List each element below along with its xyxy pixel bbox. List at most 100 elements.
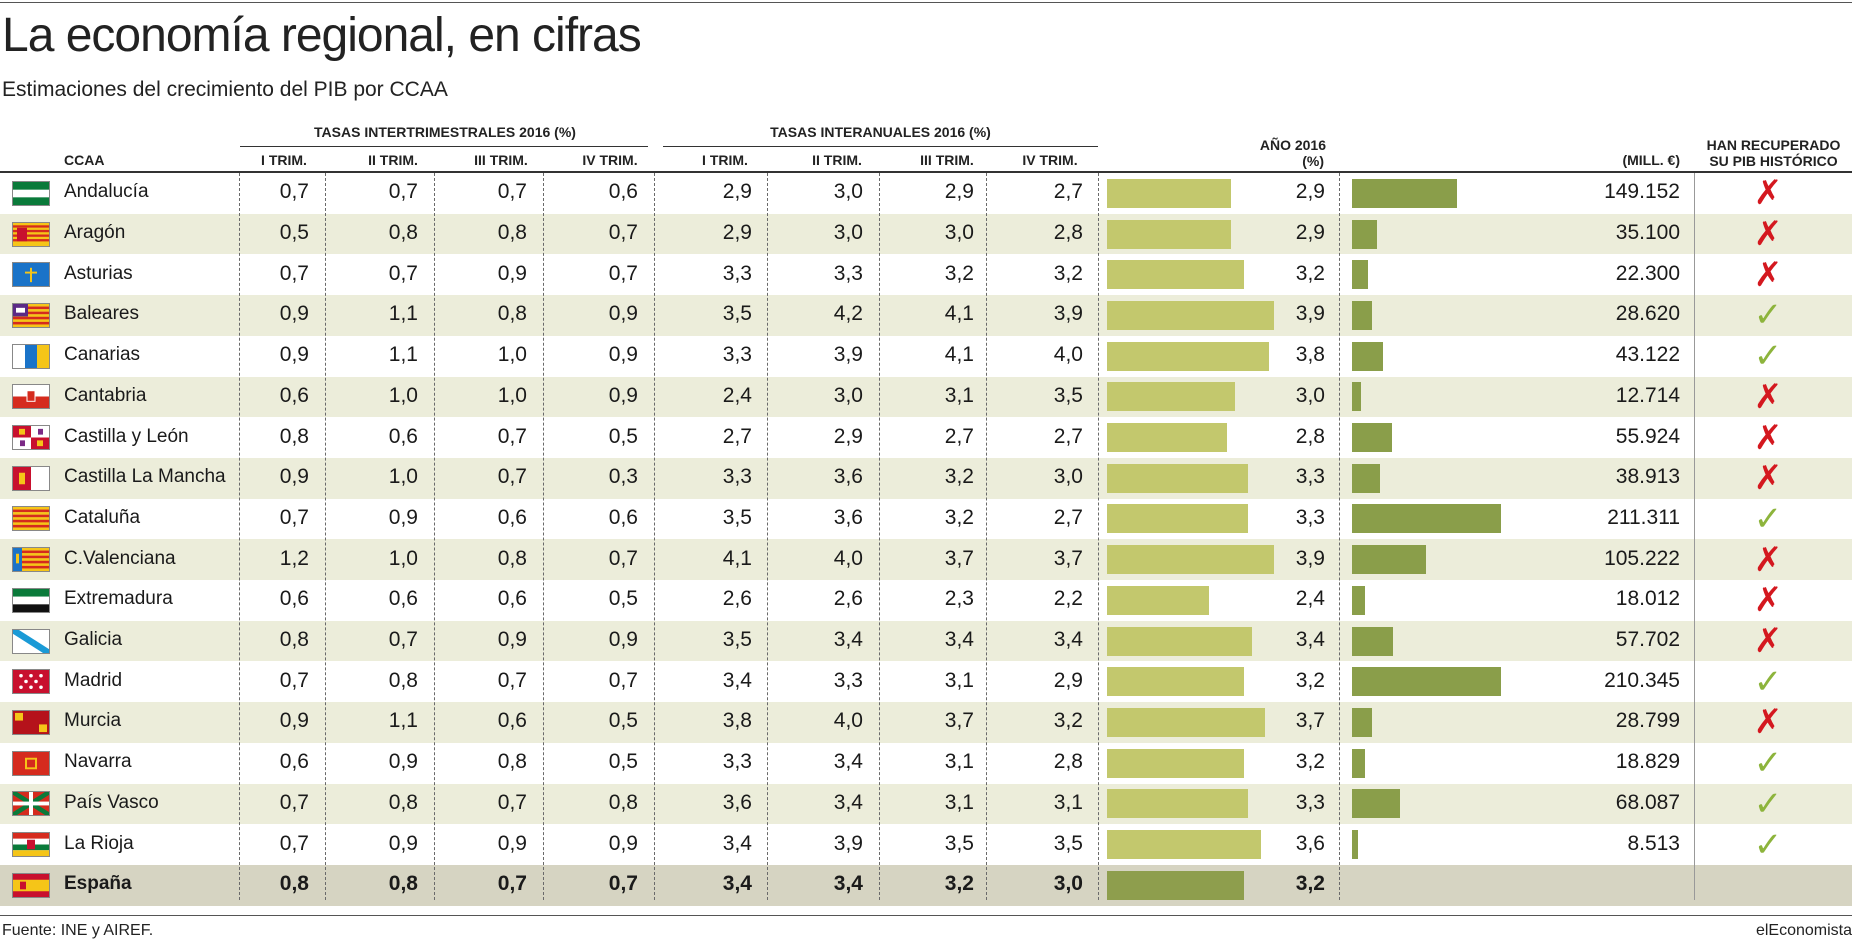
espana-flag-icon bbox=[12, 872, 50, 898]
interanual-q1-value: 2,9 bbox=[722, 180, 752, 204]
year-growth-value: 2,8 bbox=[1295, 424, 1325, 448]
column-divider bbox=[1694, 173, 1695, 900]
intertrimestral-q3-value: 0,7 bbox=[497, 424, 527, 448]
interanual-q4-value: 3,1 bbox=[1053, 790, 1083, 814]
interanual-q2-value: 3,9 bbox=[833, 831, 863, 855]
pib-value: 43.122 bbox=[1615, 343, 1680, 367]
column-header-recovered-l2: SU PIB HISTÓRICO bbox=[1709, 153, 1838, 169]
table-row-cataluna: Cataluña 0,7 0,9 0,6 0,6 3,5 3,6 3,2 2,7 3,3 211.3… bbox=[0, 499, 1852, 540]
column-header-interanual-q4: IV TRIM. bbox=[1022, 152, 1078, 168]
pib-bar bbox=[1352, 504, 1502, 534]
column-header-year-l2: (%) bbox=[1302, 153, 1324, 169]
year-growth-bar bbox=[1107, 382, 1235, 412]
column-divider bbox=[767, 173, 768, 900]
cross-icon: ✗ bbox=[1753, 459, 1783, 498]
check-icon: ✓ bbox=[1753, 296, 1783, 335]
interanual-q3-value: 3,2 bbox=[944, 261, 974, 285]
year-growth-value: 3,0 bbox=[1295, 383, 1325, 407]
region-name: España bbox=[64, 873, 132, 895]
year-growth-bar bbox=[1107, 178, 1231, 208]
table-row-espana: España 0,8 0,8 0,7 0,7 3,4 3,4 3,2 3,0 3,2 bbox=[0, 864, 1852, 906]
year-growth-bar bbox=[1107, 260, 1244, 290]
interanual-q4-value: 3,5 bbox=[1053, 383, 1083, 407]
intertrimestral-q1-value: 0,5 bbox=[279, 221, 309, 245]
column-header-interanual-q3: III TRIM. bbox=[920, 152, 974, 168]
year-growth-bar bbox=[1107, 707, 1265, 737]
intertrimestral-q4-value: 0,7 bbox=[608, 261, 638, 285]
region-name: Cataluña bbox=[64, 506, 141, 528]
cyl-flag-icon bbox=[12, 425, 50, 451]
intertrimestral-q4-value: 0,5 bbox=[608, 709, 638, 733]
cross-icon: ✗ bbox=[1753, 255, 1783, 294]
intertrimestral-q1-value: 0,7 bbox=[279, 180, 309, 204]
cataluna-flag-icon bbox=[12, 506, 50, 532]
year-growth-bar bbox=[1107, 789, 1248, 819]
interanual-q1-value: 3,4 bbox=[722, 872, 752, 896]
madrid-flag-icon bbox=[12, 669, 50, 695]
intertrimestral-q4-value: 0,7 bbox=[608, 872, 638, 896]
pib-value: 68.087 bbox=[1615, 790, 1680, 814]
region-name: Madrid bbox=[64, 669, 123, 691]
column-divider bbox=[879, 173, 880, 900]
year-growth-value: 3,2 bbox=[1295, 261, 1325, 285]
column-header-inter-q4: IV TRIM. bbox=[582, 152, 638, 168]
intertrimestral-q3-value: 0,8 bbox=[497, 546, 527, 570]
interanual-q3-value: 3,1 bbox=[944, 790, 974, 814]
interanual-q3-value: 3,1 bbox=[944, 383, 974, 407]
interanual-q1-value: 4,1 bbox=[722, 546, 752, 570]
intertrimestral-q4-value: 0,7 bbox=[608, 668, 638, 692]
intertrimestral-q3-value: 0,8 bbox=[497, 221, 527, 245]
year-growth-bar bbox=[1107, 667, 1244, 697]
interanual-q4-value: 3,4 bbox=[1053, 628, 1083, 652]
interanual-q1-value: 3,4 bbox=[722, 668, 752, 692]
region-name: Murcia bbox=[64, 710, 122, 732]
year-growth-bar bbox=[1107, 341, 1270, 371]
pib-bar bbox=[1352, 748, 1366, 778]
brand-credit: elEconomista bbox=[1755, 922, 1852, 939]
interanual-q2-value: 3,6 bbox=[833, 465, 863, 489]
intertrimestral-q4-value: 0,8 bbox=[608, 790, 638, 814]
interanual-q4-value: 2,2 bbox=[1053, 587, 1083, 611]
region-name: Andalucía bbox=[64, 181, 149, 203]
check-icon: ✓ bbox=[1753, 662, 1783, 701]
baleares-flag-icon bbox=[12, 302, 50, 328]
group-rule-interanual bbox=[663, 146, 1098, 147]
check-icon: ✓ bbox=[1753, 337, 1783, 376]
pib-bar bbox=[1352, 463, 1380, 493]
group-rule-intertrimestral bbox=[240, 146, 648, 147]
interanual-q4-value: 2,9 bbox=[1053, 668, 1083, 692]
intertrimestral-q3-value: 0,6 bbox=[497, 505, 527, 529]
intertrimestral-q1-value: 0,6 bbox=[279, 750, 309, 774]
interanual-q1-value: 3,3 bbox=[722, 261, 752, 285]
year-growth-bar bbox=[1107, 870, 1244, 900]
pib-bar bbox=[1352, 626, 1393, 656]
paisvasco-flag-icon bbox=[12, 791, 50, 817]
intertrimestral-q3-value: 0,6 bbox=[497, 709, 527, 733]
pib-value: 18.829 bbox=[1615, 750, 1680, 774]
check-icon: ✓ bbox=[1753, 744, 1783, 783]
year-growth-bar bbox=[1107, 545, 1274, 575]
canarias-flag-icon bbox=[12, 343, 50, 369]
interanual-q4-value: 2,8 bbox=[1053, 221, 1083, 245]
table-row-canarias: Canarias 0,9 1,1 1,0 0,9 3,3 3,9 4,1 4,0 3,8 43.12… bbox=[0, 336, 1852, 377]
interanual-q4-value: 3,9 bbox=[1053, 302, 1083, 326]
pib-bar bbox=[1352, 219, 1377, 249]
pib-value: 149.152 bbox=[1604, 180, 1680, 204]
interanual-q1-value: 3,5 bbox=[722, 505, 752, 529]
interanual-q2-value: 3,0 bbox=[833, 180, 863, 204]
interanual-q1-value: 3,3 bbox=[722, 343, 752, 367]
year-growth-value: 3,4 bbox=[1295, 628, 1325, 652]
galicia-flag-icon bbox=[12, 628, 50, 654]
cross-icon: ✗ bbox=[1753, 581, 1783, 620]
pib-value: 28.799 bbox=[1615, 709, 1680, 733]
year-growth-value: 3,2 bbox=[1295, 872, 1325, 896]
interanual-q3-value: 3,4 bbox=[944, 628, 974, 652]
region-name: Extremadura bbox=[64, 588, 173, 610]
interanual-q3-value: 4,1 bbox=[944, 343, 974, 367]
intertrimestral-q3-value: 0,9 bbox=[497, 261, 527, 285]
interanual-q3-value: 3,2 bbox=[944, 872, 974, 896]
intertrimestral-q4-value: 0,3 bbox=[608, 465, 638, 489]
interanual-q3-value: 2,3 bbox=[944, 587, 974, 611]
interanual-q3-value: 3,5 bbox=[944, 831, 974, 855]
year-growth-value: 2,9 bbox=[1295, 180, 1325, 204]
